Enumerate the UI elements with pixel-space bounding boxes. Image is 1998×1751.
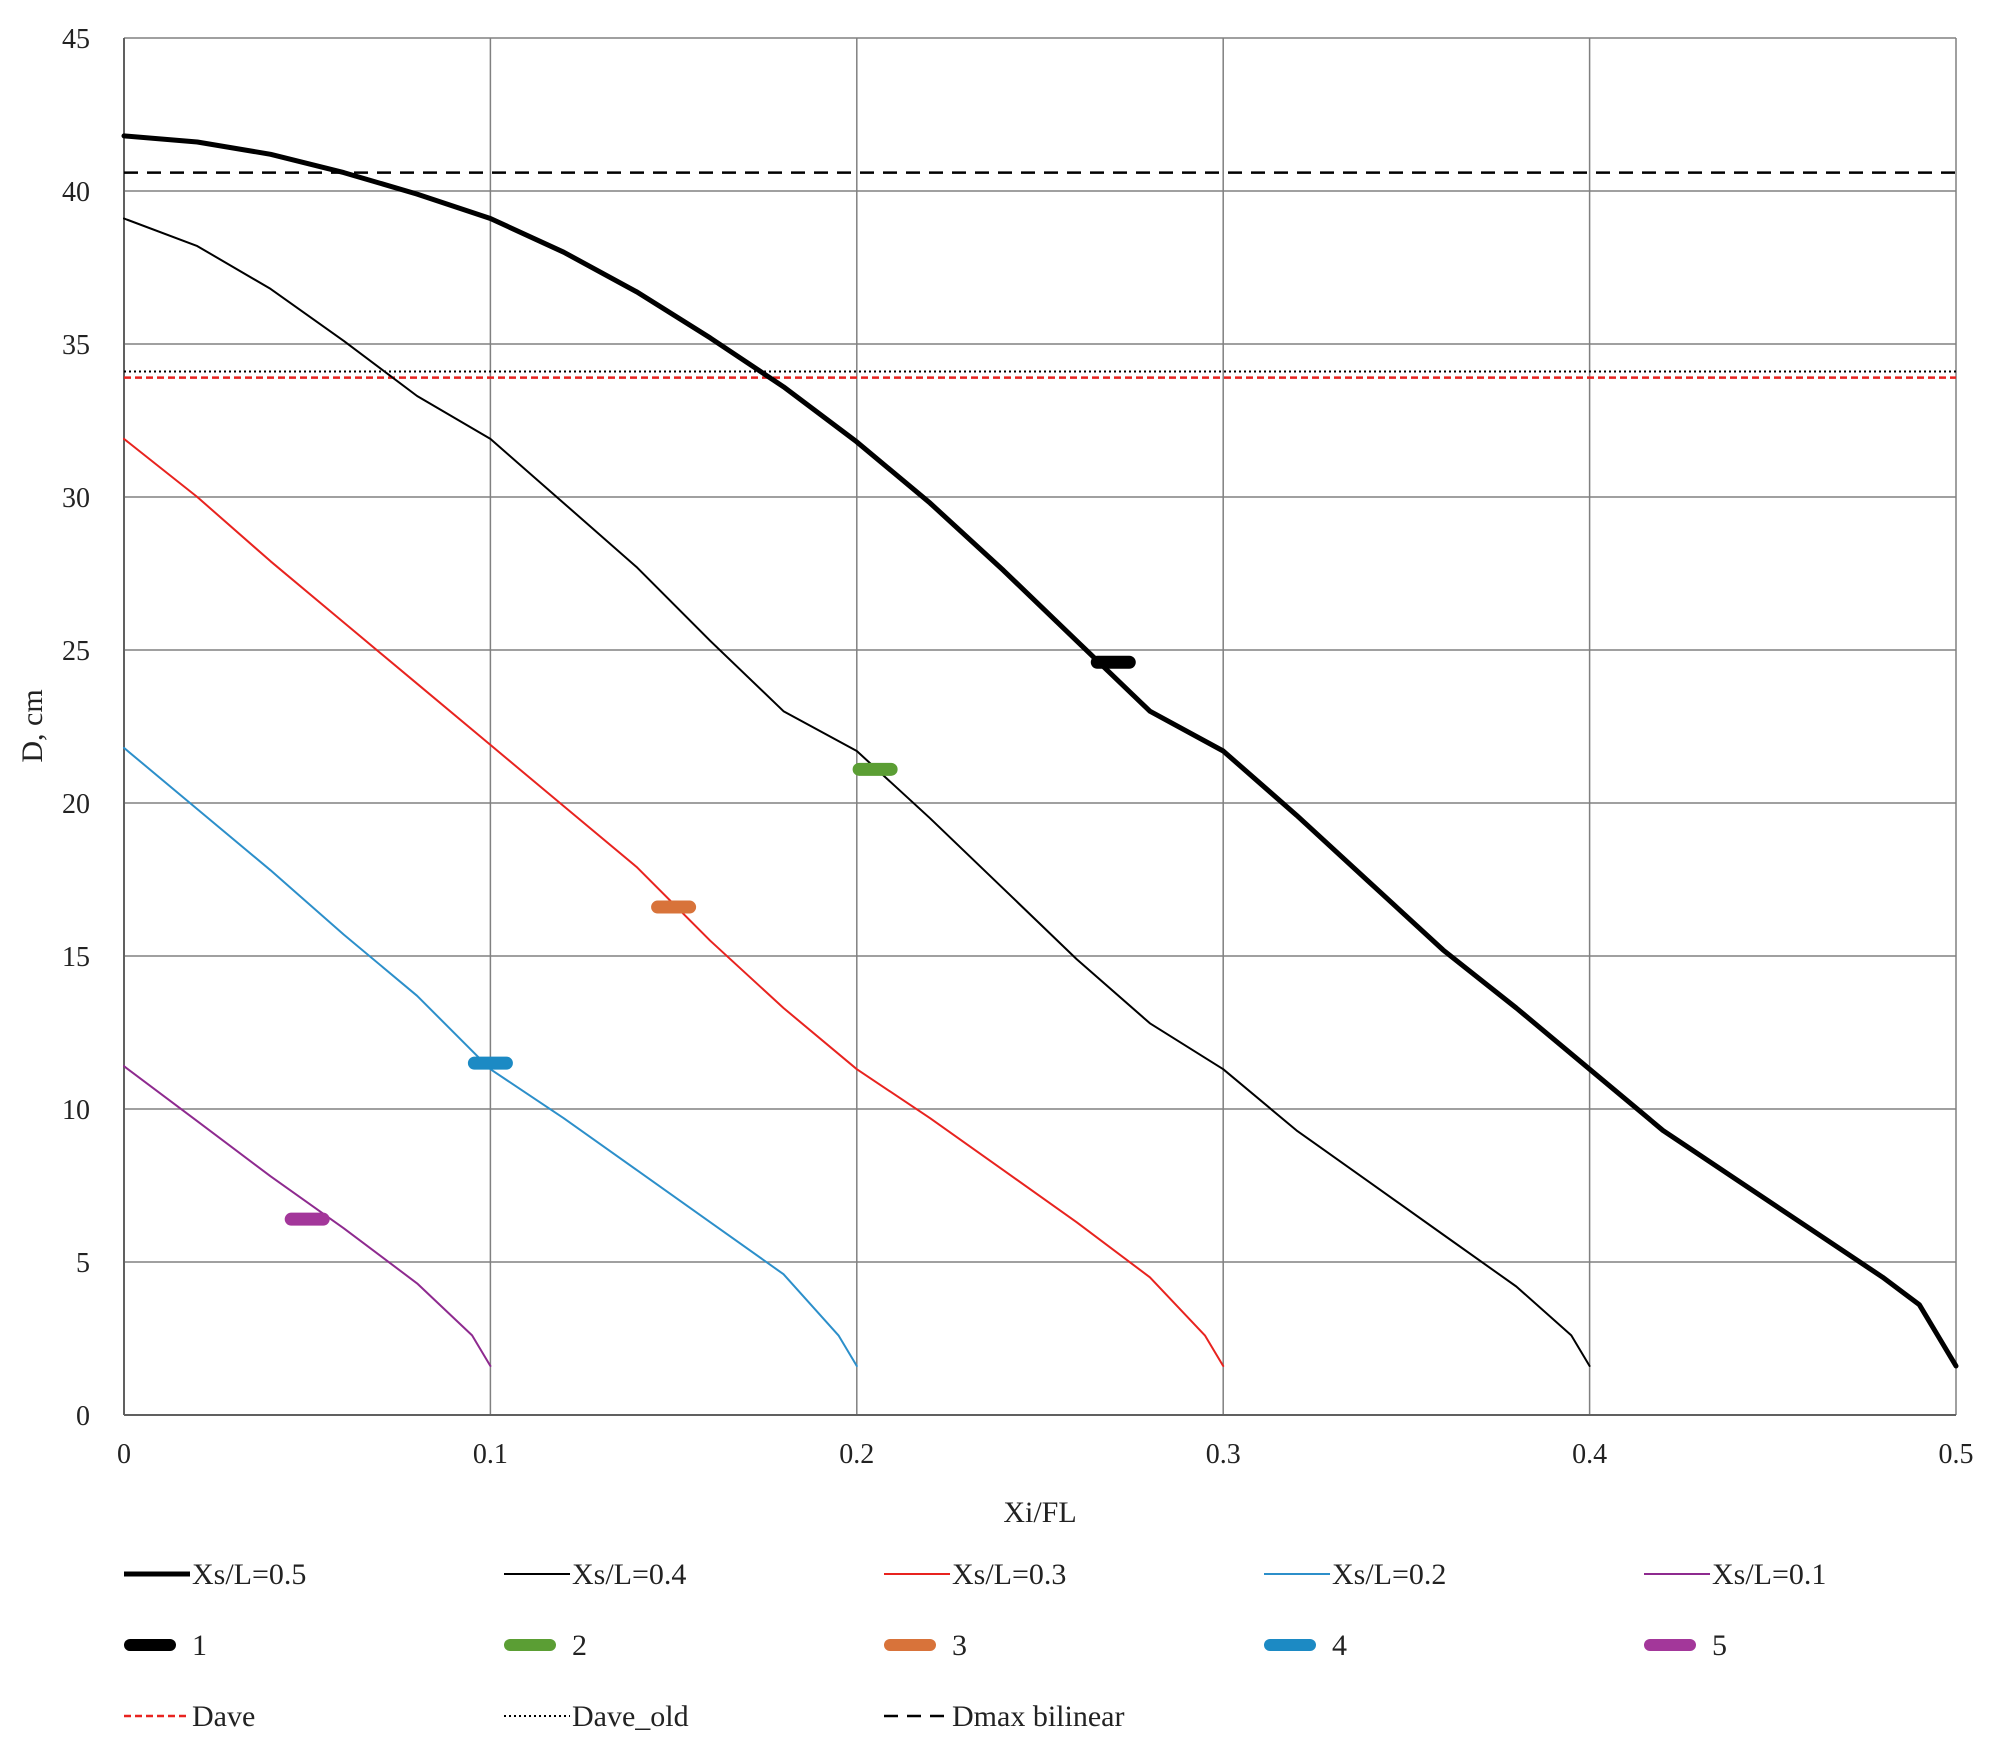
y-tick-label: 10 (62, 1095, 90, 1126)
legend-label-marker-2: 2 (572, 1629, 587, 1662)
x-tick-label: 0 (117, 1439, 131, 1470)
marker-3 (651, 900, 697, 914)
series-line-1 (121, 133, 1959, 1369)
legend-label-series-1: Xs/L=0.5 (192, 1558, 306, 1591)
y-tick-label: 30 (62, 483, 90, 514)
legend-label-series-2: Xs/L=0.4 (572, 1558, 686, 1591)
x-tick-label: 0.1 (473, 1439, 508, 1470)
legend-swatch-marker-1 (124, 1639, 176, 1651)
legend-swatch-marker-5 (1644, 1639, 1696, 1651)
legend-label-marker-4: 4 (1332, 1629, 1347, 1662)
legend-label-marker-5: 5 (1712, 1629, 1727, 1662)
reference-lines (124, 171, 1956, 379)
x-tick-label: 0.4 (1572, 1439, 1607, 1470)
x-axis-title: Xi/FL (1003, 1496, 1076, 1529)
tick-labels: 0 0.1 0.2 0.3 0.4 0.5 0 5 10 15 20 25 30 35 40 45 (62, 24, 1974, 1470)
series-line-5 (123, 1065, 492, 1367)
legend-label-dave: Dave (192, 1700, 255, 1733)
y-tick-label: 0 (76, 1401, 90, 1432)
y-tick-label: 40 (62, 177, 90, 208)
series-line-2 (123, 217, 1591, 1367)
marker-5 (284, 1212, 330, 1226)
y-axis-title: D, cm (16, 689, 49, 762)
legend-label-dmax-bilinear: Dmax bilinear (952, 1700, 1124, 1733)
x-tick-label: 0.5 (1939, 1439, 1974, 1470)
legend-label-marker-3: 3 (952, 1629, 967, 1662)
legend-label-series-4: Xs/L=0.2 (1332, 1558, 1446, 1591)
y-tick-label: 5 (76, 1248, 90, 1279)
y-tick-label: 45 (62, 24, 90, 55)
legend-label-dave-old: Dave_old (572, 1700, 689, 1733)
marker-2 (852, 762, 898, 776)
marker-1 (1090, 655, 1136, 669)
y-tick-label: 35 (62, 330, 90, 361)
legend-swatch-marker-3 (884, 1639, 936, 1651)
legend-label-series-3: Xs/L=0.3 (952, 1558, 1066, 1591)
y-tick-label: 15 (62, 942, 90, 973)
legend: Xs/L=0.5 Xs/L=0.4 Xs/L=0.3 Xs/L=0.2 Xs/L=0.1… (124, 1558, 1826, 1733)
x-tick-label: 0.2 (839, 1439, 874, 1470)
legend-swatch-marker-4 (1264, 1639, 1316, 1651)
grid (123, 37, 1957, 1416)
marker-4 (467, 1056, 513, 1070)
series-lines (121, 133, 1959, 1369)
y-tick-label: 25 (62, 636, 90, 667)
series-line-3 (123, 437, 1225, 1367)
legend-label-marker-1: 1 (192, 1629, 207, 1662)
markers (284, 655, 1136, 1226)
series-line-4 (123, 746, 858, 1367)
x-tick-label: 0.3 (1206, 1439, 1241, 1470)
legend-swatch-marker-2 (504, 1639, 556, 1651)
legend-label-series-5: Xs/L=0.1 (1712, 1558, 1826, 1591)
y-tick-label: 20 (62, 789, 90, 820)
